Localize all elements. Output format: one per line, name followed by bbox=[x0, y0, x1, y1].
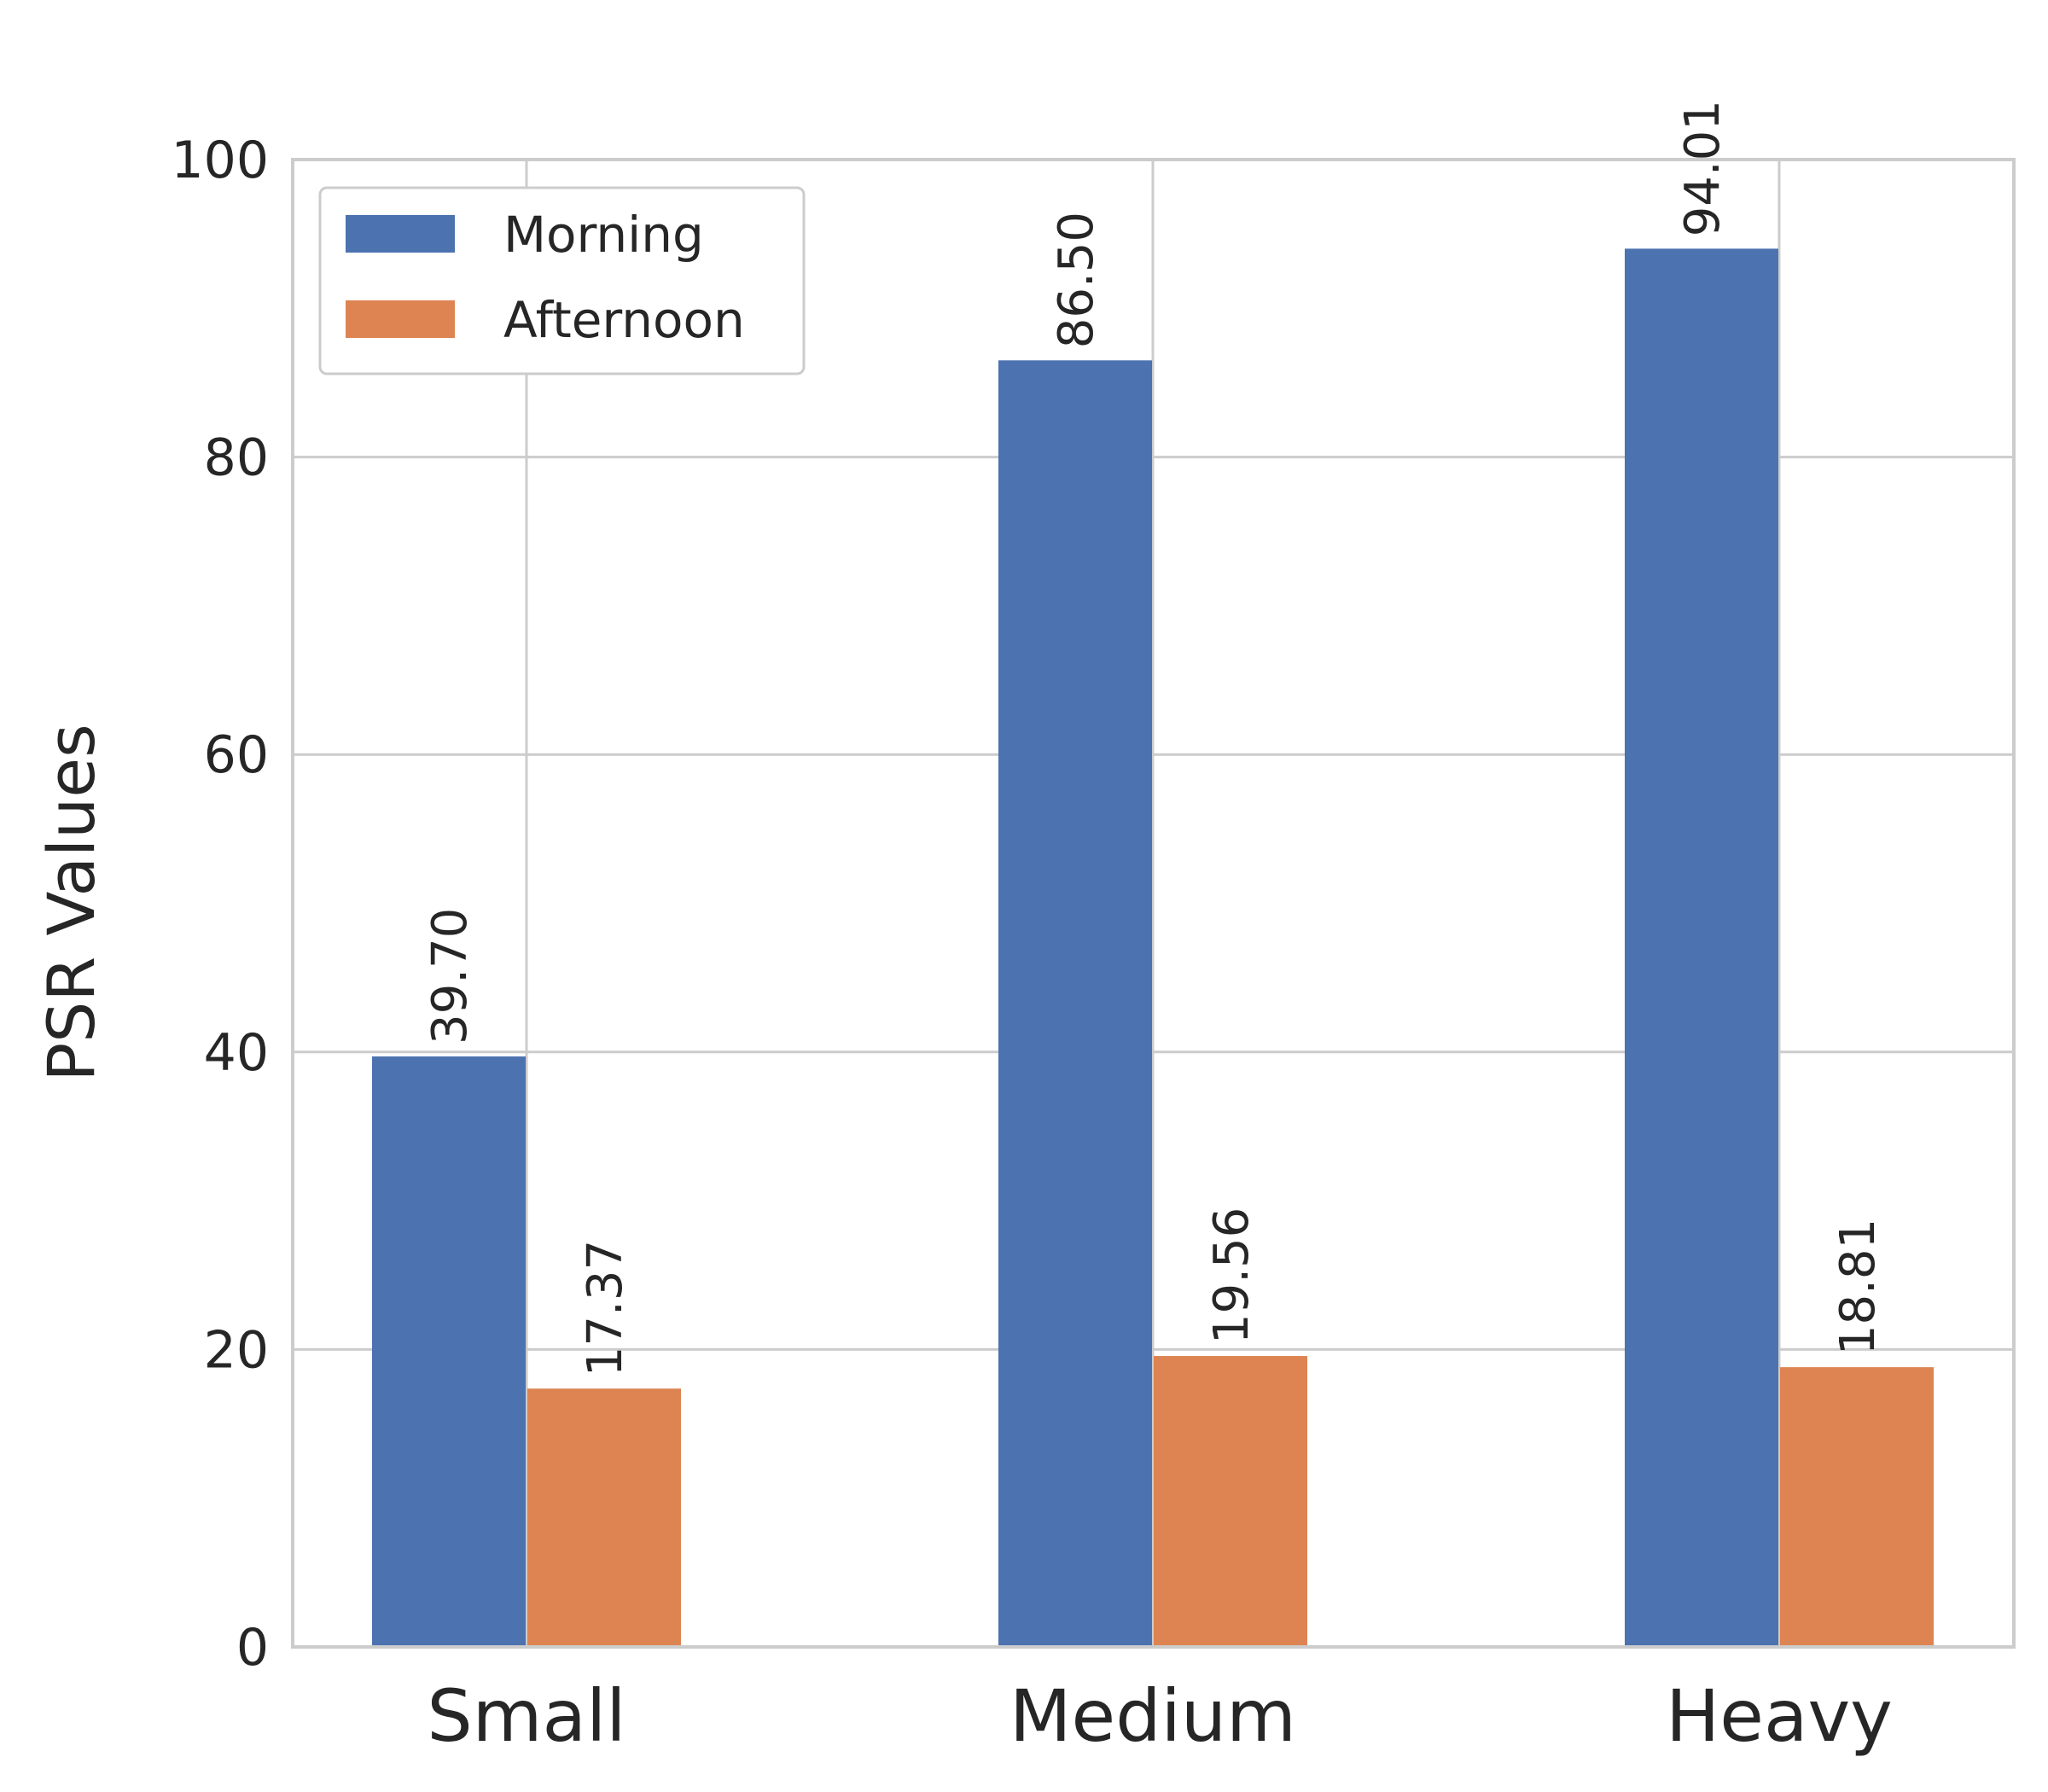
data-label-morning-heavy: 94.01 bbox=[1675, 100, 1731, 236]
y-tick-label-0: 0 bbox=[236, 1618, 269, 1678]
legend-swatch-morning bbox=[346, 215, 455, 253]
bar-afternoon-small bbox=[527, 1388, 681, 1647]
legend-label-afternoon: Afternoon bbox=[503, 291, 745, 349]
data-label-afternoon-heavy: 18.81 bbox=[1830, 1219, 1886, 1355]
data-label-afternoon-small: 17.37 bbox=[578, 1240, 633, 1376]
legend-swatch-afternoon bbox=[346, 300, 455, 338]
data-labels: 39.70 86.50 94.01 17.37 19.56 18.81 bbox=[422, 100, 1886, 1376]
grid-lines bbox=[293, 160, 2014, 1647]
bar-morning-small bbox=[372, 1056, 526, 1647]
bar-afternoon-heavy bbox=[1780, 1367, 1934, 1647]
y-tick-label-100: 100 bbox=[171, 131, 269, 190]
y-axis-ticks: 0 20 40 60 80 100 bbox=[171, 131, 269, 1678]
bar-morning-medium bbox=[998, 360, 1152, 1648]
x-axis-ticks: Small Medium Heavy bbox=[427, 1674, 1893, 1758]
y-tick-label-60: 60 bbox=[204, 725, 269, 785]
data-label-morning-small: 39.70 bbox=[422, 908, 478, 1044]
data-label-afternoon-medium: 19.56 bbox=[1204, 1207, 1260, 1344]
y-tick-label-40: 40 bbox=[204, 1023, 269, 1083]
bars bbox=[372, 248, 1934, 1648]
legend-label-morning: Morning bbox=[503, 206, 704, 264]
legend: Morning Afternoon bbox=[318, 186, 806, 375]
data-label-morning-medium: 86.50 bbox=[1049, 212, 1104, 348]
y-tick-label-80: 80 bbox=[204, 428, 269, 488]
x-tick-label-small: Small bbox=[427, 1674, 625, 1758]
y-axis-title: PSR Values bbox=[33, 724, 109, 1081]
x-tick-label-heavy: Heavy bbox=[1666, 1674, 1893, 1758]
y-tick-label-20: 20 bbox=[204, 1320, 269, 1380]
bar-afternoon-medium bbox=[1154, 1356, 1307, 1647]
x-tick-label-medium: Medium bbox=[1009, 1674, 1296, 1758]
bar-morning-heavy bbox=[1625, 248, 1778, 1647]
plot-frame bbox=[291, 158, 2016, 1649]
